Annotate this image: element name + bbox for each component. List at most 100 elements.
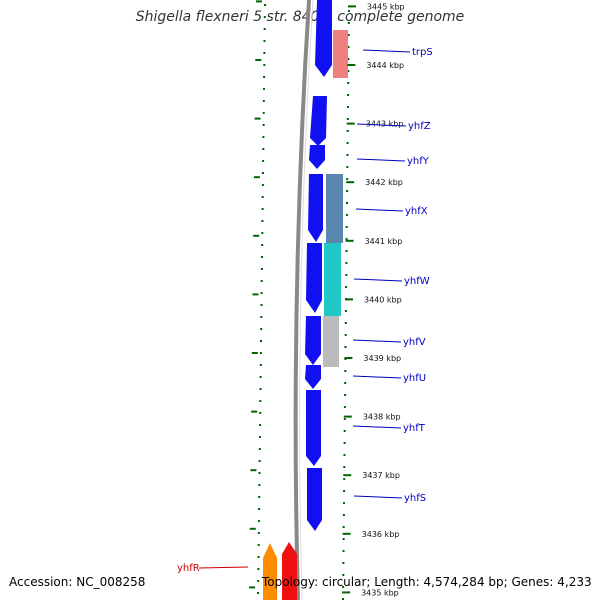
gene-label-yhfV[interactable]: yhfV bbox=[403, 337, 426, 348]
kbp-tick-label: 3442 kbp bbox=[365, 178, 403, 187]
ruler-dot bbox=[263, 88, 265, 90]
gene-leader-line bbox=[353, 495, 403, 499]
gene-label-yhfY[interactable]: yhfY bbox=[407, 156, 430, 167]
kbp-tick-label: 3440 kbp bbox=[364, 295, 402, 304]
ruler-dot bbox=[257, 532, 260, 534]
gene-leader-line bbox=[198, 566, 249, 569]
ruler-dot bbox=[343, 478, 346, 480]
ruler-dot bbox=[262, 172, 264, 174]
ruler-dot bbox=[342, 538, 345, 540]
ruler-dot bbox=[344, 346, 347, 348]
cds-arrow-blue[interactable] bbox=[306, 243, 322, 313]
ruler-dot bbox=[347, 82, 350, 84]
ruler-dot bbox=[342, 598, 344, 600]
cds-arrow-orange[interactable] bbox=[263, 543, 277, 600]
cds-arrow-blue[interactable] bbox=[307, 468, 322, 531]
kbp-tick-label: 3445 kbp bbox=[367, 2, 405, 11]
ruler-dot bbox=[260, 340, 262, 342]
ruler-dot bbox=[347, 94, 350, 96]
gene-label-layer: trpS yhfZ yhfY yhfX yhfW yhfV yhfU yhfT yhfS yhfR bbox=[177, 47, 433, 574]
cds-arrow-blue[interactable] bbox=[310, 96, 327, 146]
ruler-dot bbox=[262, 136, 265, 138]
ruler-dot bbox=[261, 184, 264, 186]
gene-leader-line bbox=[353, 278, 403, 282]
cds-arrow-blue[interactable] bbox=[305, 316, 321, 365]
ruler-dot bbox=[263, 40, 266, 42]
cds-arrow-red[interactable] bbox=[282, 542, 297, 600]
ruler-dot bbox=[261, 244, 264, 246]
ruler-dot bbox=[262, 124, 265, 126]
kbp-tick-label: 3441 kbp bbox=[365, 237, 403, 246]
gene-label-yhfS[interactable]: yhfS bbox=[404, 493, 426, 504]
ruler-dot bbox=[345, 226, 348, 228]
ruler-dot bbox=[260, 280, 263, 282]
ruler-dot bbox=[263, 76, 266, 78]
ruler-dot bbox=[262, 100, 265, 102]
ruler-dot bbox=[345, 250, 348, 252]
ruler-dot bbox=[344, 370, 347, 372]
gene-label-yhfX[interactable]: yhfX bbox=[405, 206, 428, 217]
reverse-cds-track bbox=[263, 542, 297, 600]
ruler-dot bbox=[345, 274, 348, 276]
gene-label-yhfR[interactable]: yhfR bbox=[177, 563, 200, 574]
gene-label-yhfU[interactable]: yhfU bbox=[403, 373, 426, 384]
cds-arrow-blue[interactable] bbox=[315, 0, 332, 77]
ruler-dot bbox=[342, 586, 345, 588]
ruler-dot bbox=[344, 310, 347, 312]
ruler-dot bbox=[261, 220, 264, 222]
ruler-dot bbox=[258, 508, 261, 510]
cds-arrow-blue[interactable] bbox=[308, 174, 323, 242]
ruler-dot bbox=[342, 562, 345, 564]
gene-leader-line bbox=[352, 339, 402, 343]
ruler-dot bbox=[344, 322, 347, 324]
ruler-dot bbox=[345, 262, 348, 264]
genome-summary: Topology: circular; Length: 4,574,284 bp… bbox=[262, 575, 592, 589]
ruler-dot bbox=[347, 34, 350, 36]
feature-cyan[interactable] bbox=[324, 243, 341, 316]
kbp-tick-label: 3437 kbp bbox=[362, 471, 400, 480]
ruler-dot bbox=[343, 418, 346, 420]
gene-label-trpS[interactable]: trpS bbox=[412, 47, 433, 58]
ruler-dot bbox=[347, 58, 350, 60]
ruler-dot bbox=[347, 22, 350, 24]
ruler-dot bbox=[346, 106, 349, 108]
ruler-dot bbox=[258, 448, 261, 450]
cds-arrow-blue[interactable] bbox=[306, 390, 321, 466]
ruler-dot bbox=[259, 388, 262, 390]
accession-label: Accession: NC_008258 bbox=[9, 575, 146, 589]
feature-slate-blue[interactable] bbox=[326, 174, 343, 243]
ruler-dot bbox=[259, 376, 262, 378]
gene-label-yhfZ[interactable]: yhfZ bbox=[408, 121, 431, 132]
ruler-dot bbox=[347, 46, 350, 48]
kbp-tick-label: 3444 kbp bbox=[366, 61, 404, 70]
ruler-dot bbox=[260, 328, 263, 330]
ruler-dot bbox=[345, 214, 348, 216]
ruler-dot bbox=[346, 166, 349, 168]
cds-arrow-blue[interactable] bbox=[305, 365, 321, 389]
ruler-dot bbox=[343, 442, 346, 444]
gene-leader-line bbox=[356, 158, 406, 162]
ruler-dot bbox=[259, 400, 262, 402]
map-title: Shigella flexneri 5 str. 8401, complete … bbox=[135, 9, 465, 25]
ruler-dot bbox=[260, 304, 263, 306]
ruler-dot bbox=[344, 334, 347, 336]
feature-light-gray[interactable] bbox=[323, 316, 339, 367]
kbp-tick-labels: 3445 kbp 3444 kbp 3443 kbp 3442 kbp 3441 kbp… bbox=[249, 0, 405, 597]
ruler-dot bbox=[346, 190, 349, 192]
forward-cds-track bbox=[305, 0, 332, 531]
ruler-dot bbox=[260, 292, 263, 294]
cds-arrow-blue[interactable] bbox=[309, 145, 325, 169]
ruler-dot bbox=[346, 130, 349, 132]
ruler-dot bbox=[343, 430, 346, 432]
ruler-dot bbox=[347, 10, 350, 12]
ruler-dot bbox=[258, 436, 261, 438]
gene-label-yhfT[interactable]: yhfT bbox=[403, 423, 426, 434]
genome-backbone bbox=[293, 0, 311, 600]
ruler-dot bbox=[261, 232, 264, 234]
trp-feature-pink[interactable] bbox=[333, 30, 348, 78]
kbp-tick-label: 3443 kbp bbox=[366, 120, 404, 129]
ruler-dot bbox=[343, 406, 346, 408]
gene-label-yhfW[interactable]: yhfW bbox=[404, 276, 430, 287]
ruler-dot bbox=[260, 268, 263, 270]
kbp-tick-label: 3435 kbp bbox=[361, 588, 399, 597]
